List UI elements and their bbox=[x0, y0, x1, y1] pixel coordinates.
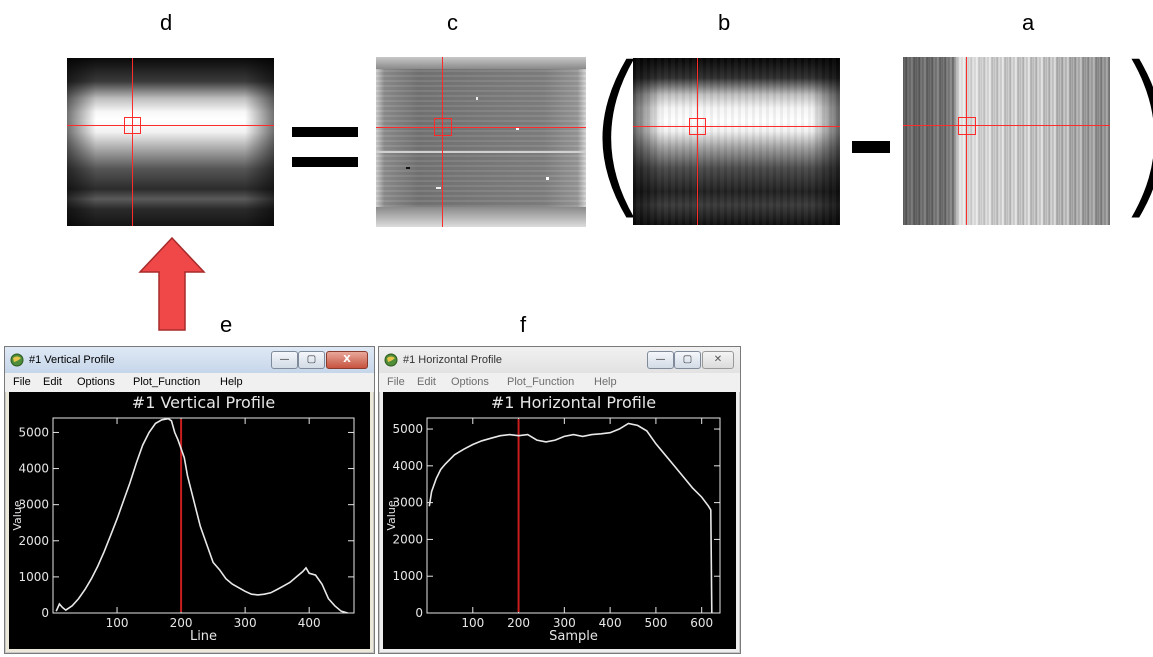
menu-help[interactable]: Help bbox=[220, 376, 243, 388]
y-tick-label: 3000 bbox=[392, 496, 423, 510]
x-tick-label: 100 bbox=[461, 616, 484, 630]
menu-options[interactable]: Options bbox=[77, 376, 115, 388]
window-title: #1 Vertical Profile bbox=[29, 354, 115, 366]
plot-frame bbox=[52, 417, 355, 614]
x-tick-label: 200 bbox=[507, 616, 530, 630]
menu-file[interactable]: File bbox=[387, 376, 405, 388]
y-tick-label: 1000 bbox=[392, 569, 423, 583]
y-tick-label: 4000 bbox=[392, 459, 423, 473]
x-tick-label: 600 bbox=[690, 616, 713, 630]
x-tick-label: 200 bbox=[170, 616, 193, 630]
title-bar[interactable]: #1 Vertical Profile — ▢ X bbox=[5, 347, 374, 373]
crosshair-vertical bbox=[966, 57, 967, 225]
y-tick-label: 0 bbox=[41, 606, 49, 620]
close-paren: ) bbox=[1112, 44, 1153, 222]
maximize-button[interactable]: ▢ bbox=[298, 351, 325, 369]
window-title: #1 Horizontal Profile bbox=[403, 354, 503, 366]
y-tick-label: 3000 bbox=[18, 498, 49, 512]
x-axis-label: Sample bbox=[549, 629, 598, 644]
crosshair-vertical bbox=[132, 58, 133, 226]
minus-sign bbox=[852, 141, 890, 153]
plot-area: #1 Vertical Profile 0 1000 2000 3000 4000 5000… bbox=[9, 392, 370, 649]
y-axis-label: Value bbox=[385, 500, 398, 530]
plot-frame bbox=[426, 417, 721, 614]
image-b-raw bbox=[633, 58, 840, 225]
crosshair-box bbox=[689, 118, 706, 135]
y-axis-label: Value bbox=[11, 500, 24, 530]
crosshair-box bbox=[958, 117, 976, 135]
menu-options[interactable]: Options bbox=[451, 376, 489, 388]
plot-title: #1 Horizontal Profile bbox=[491, 393, 656, 412]
x-tick-label: 400 bbox=[599, 616, 622, 630]
title-bar[interactable]: #1 Horizontal Profile — ▢ ✕ bbox=[379, 347, 740, 373]
crosshair-horizontal bbox=[903, 125, 1110, 126]
crosshair-horizontal bbox=[67, 125, 274, 126]
menu-bar: File Edit Options Plot_Function Help bbox=[5, 373, 374, 392]
crosshair-horizontal bbox=[376, 127, 586, 128]
menu-plot-function[interactable]: Plot_Function bbox=[507, 376, 575, 388]
image-c-ratio bbox=[376, 57, 586, 227]
label-c: c bbox=[447, 10, 458, 35]
series-line bbox=[55, 417, 348, 614]
menu-plot-function[interactable]: Plot_Function bbox=[133, 376, 201, 388]
close-button[interactable]: X bbox=[326, 351, 368, 369]
app-globe-icon bbox=[384, 353, 398, 367]
y-tick-label: 4000 bbox=[18, 462, 49, 476]
x-axis-label: Line bbox=[190, 629, 217, 644]
maximize-button[interactable]: ▢ bbox=[674, 351, 701, 369]
x-tick-label: 100 bbox=[106, 616, 129, 630]
label-a: a bbox=[1022, 10, 1035, 35]
image-d-result bbox=[67, 58, 274, 226]
y-tick-label: 2000 bbox=[392, 532, 423, 546]
minimize-button[interactable]: — bbox=[271, 351, 298, 369]
horizontal-profile-window[interactable]: #1 Horizontal Profile — ▢ ✕ File Edit Op… bbox=[378, 346, 741, 654]
equals-sign-top bbox=[292, 127, 358, 137]
y-tick-label: 0 bbox=[415, 606, 423, 620]
label-b: b bbox=[718, 10, 731, 35]
close-button[interactable]: ✕ bbox=[702, 351, 734, 369]
menu-help[interactable]: Help bbox=[594, 376, 617, 388]
x-tick-label: 500 bbox=[644, 616, 667, 630]
crosshair-vertical bbox=[442, 57, 443, 227]
x-tick-label: 400 bbox=[298, 616, 321, 630]
horizontal-profile-chart: #1 Horizontal Profile 0 1000 2000 3000 4000 50… bbox=[385, 393, 721, 644]
menu-edit[interactable]: Edit bbox=[43, 376, 62, 388]
y-tick-label: 5000 bbox=[18, 425, 49, 439]
app-globe-icon bbox=[10, 353, 24, 367]
vertical-profile-chart: #1 Vertical Profile 0 1000 2000 3000 4000 5000… bbox=[11, 393, 355, 644]
crosshair-box bbox=[124, 117, 141, 134]
y-tick-label: 1000 bbox=[18, 570, 49, 584]
label-f: f bbox=[520, 312, 527, 337]
crosshair-box bbox=[434, 118, 452, 136]
crosshair-horizontal bbox=[633, 126, 840, 127]
minimize-button[interactable]: — bbox=[647, 351, 674, 369]
equals-sign-bottom bbox=[292, 157, 358, 167]
menu-file[interactable]: File bbox=[13, 376, 31, 388]
x-tick-label: 300 bbox=[234, 616, 257, 630]
x-tick-label: 300 bbox=[553, 616, 576, 630]
label-e: e bbox=[220, 312, 233, 337]
menu-edit[interactable]: Edit bbox=[417, 376, 436, 388]
menu-bar: File Edit Options Plot_Function Help bbox=[379, 373, 740, 392]
label-d: d bbox=[160, 10, 173, 35]
y-tick-label: 5000 bbox=[392, 422, 423, 436]
plot-title: #1 Vertical Profile bbox=[132, 393, 275, 412]
up-arrow-icon bbox=[138, 236, 206, 331]
plot-area: #1 Horizontal Profile 0 1000 2000 3000 4000 50… bbox=[383, 392, 736, 649]
vertical-profile-window[interactable]: #1 Vertical Profile — ▢ X File Edit Opti… bbox=[4, 346, 375, 654]
y-tick-label: 2000 bbox=[18, 534, 49, 548]
crosshair-vertical bbox=[697, 58, 698, 225]
series-line bbox=[428, 422, 713, 614]
image-a-dark bbox=[903, 57, 1110, 225]
